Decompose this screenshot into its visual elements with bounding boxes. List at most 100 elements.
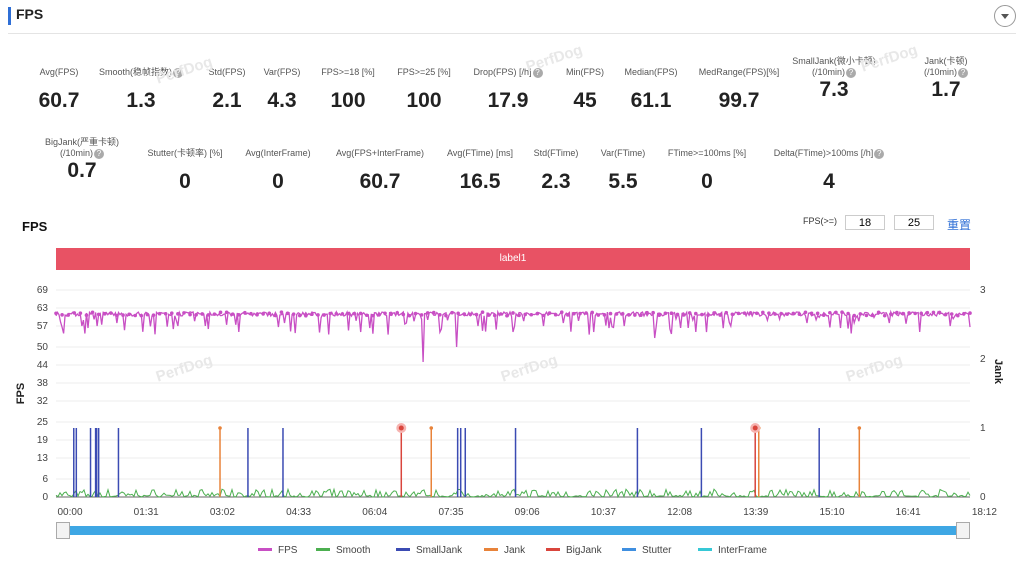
fps-point [364, 313, 369, 318]
fps-point [517, 313, 521, 318]
bigjank-point [752, 425, 758, 431]
stat-stats_row1-5: FPS>=25 [%] 100 [364, 67, 484, 113]
stat-value: 0 [701, 170, 713, 193]
fps-point [206, 313, 211, 317]
fps-threshold-input-2[interactable] [894, 215, 934, 230]
help-icon[interactable]: ? [958, 67, 968, 78]
stat-stats_row1-8: Median(FPS) 61.1 [591, 67, 711, 113]
fps-point [377, 313, 381, 317]
fps-point [937, 310, 942, 315]
fps-point [291, 312, 296, 316]
fps-point [785, 312, 789, 316]
y-tick-label: 57 [37, 321, 49, 332]
fps-point [651, 310, 655, 315]
fps-point [401, 312, 406, 317]
help-icon[interactable]: ? [173, 67, 183, 78]
chart-title: FPS [22, 219, 48, 234]
stat-value: 60.7 [38, 89, 80, 112]
x-tick-label: 04:33 [286, 507, 311, 518]
stat-stats_row1-3: Var(FPS) 4.3 [222, 67, 342, 113]
fps-point [102, 312, 107, 316]
stat-label: Drop(FPS) [/h]? [448, 67, 568, 78]
fps-point [200, 312, 205, 316]
legend-item-stutter[interactable]: Stutter [622, 545, 671, 556]
fps-threshold-input-1[interactable] [845, 215, 885, 230]
legend-swatch [698, 547, 712, 551]
reset-button[interactable]: 重置 [947, 218, 972, 232]
fps-point [888, 312, 893, 316]
legend-item-smalljank[interactable]: SmallJank [396, 545, 462, 556]
y-tick-label: 25 [37, 417, 49, 428]
help-icon[interactable]: ? [532, 67, 543, 78]
fps-point [212, 312, 217, 316]
fps-point [553, 312, 558, 317]
stat-label: FPS>=18 [%] [321, 67, 375, 77]
legend-item-bigjank[interactable]: BigJank [546, 545, 602, 556]
legend-swatch [622, 547, 636, 551]
fps-point [919, 311, 924, 316]
fps-point [310, 312, 314, 317]
fps-point [949, 312, 954, 316]
fps-point [145, 312, 150, 317]
fps-point [925, 310, 930, 315]
stat-value: 4.3 [267, 89, 297, 112]
help-icon[interactable]: ? [846, 67, 856, 78]
stat-label: FTime>=100ms [%] [667, 148, 747, 158]
y-axis-label: FPS [15, 383, 27, 404]
stat-stats_row1-9: MedRange(FPS)[%] 99.7 [679, 67, 799, 113]
stat-stats_row1-4: FPS>=18 [%] 100 [288, 67, 408, 113]
stat-value: 60.7 [359, 170, 401, 193]
stat-label-unit: (/10min)? [886, 67, 1006, 78]
label-bar[interactable]: label1 [56, 248, 970, 270]
fps-point [858, 312, 863, 316]
scrollbar-right-handle[interactable] [956, 522, 970, 539]
legend-item-jank[interactable]: Jank [484, 545, 525, 556]
y-tick-label: 0 [42, 492, 48, 503]
fps-point [633, 313, 637, 317]
fps-point [285, 311, 290, 316]
stat-stats_row2-4: Avg(FTime) [ms] 16.5 [420, 148, 540, 194]
fps-point [748, 311, 753, 315]
fps-point [767, 311, 771, 315]
stat-stats_row1-11: Jank(卡顿) (/10min)? 1.7 [886, 56, 1006, 102]
x-tick-label: 06:04 [362, 507, 387, 518]
jank-point [218, 426, 222, 430]
fps-point [797, 312, 802, 316]
bigjank-halo [396, 423, 407, 433]
fps-point [224, 310, 229, 315]
stat-value: 99.7 [718, 89, 760, 112]
fps-point [121, 313, 125, 317]
y-tick-label: 32 [37, 396, 49, 407]
fps-point [316, 313, 320, 317]
fps-series-line [55, 309, 971, 363]
fps-point [346, 311, 351, 316]
legend-item-fps[interactable]: FPS [258, 545, 297, 556]
scrollbar-track[interactable] [56, 526, 970, 535]
x-tick-label: 00:00 [57, 507, 82, 518]
timeline-scrollbar[interactable] [56, 522, 970, 540]
scrollbar-left-handle[interactable] [56, 522, 70, 539]
y-tick-label: 13 [37, 453, 49, 464]
help-icon[interactable]: ? [874, 148, 885, 159]
fps-point [474, 312, 479, 317]
fps-point [151, 313, 156, 317]
stat-stats_row1-0: Avg(FPS) 60.7 [0, 67, 119, 113]
fps-point [431, 310, 436, 315]
stat-stats_row2-6: Var(FTime) 5.5 [563, 148, 683, 194]
legend-item-smooth[interactable]: Smooth [316, 545, 370, 556]
collapse-chevron-icon[interactable] [994, 5, 1016, 27]
stat-stats_row1-6: Drop(FPS) [/h]? 17.9 [448, 67, 568, 113]
legend-item-interframe[interactable]: InterFrame [698, 545, 767, 556]
fps-point [706, 313, 710, 317]
fps-point [712, 311, 716, 315]
fps-point [395, 311, 400, 315]
fps-point [139, 313, 144, 318]
legend-swatch [316, 547, 330, 551]
fps-point [84, 313, 89, 317]
fps-point [115, 313, 119, 318]
fps-point [54, 311, 58, 316]
help-icon[interactable]: ? [94, 148, 104, 159]
fps-point [297, 313, 302, 318]
fps-point [169, 311, 174, 315]
fps-point [230, 312, 235, 316]
